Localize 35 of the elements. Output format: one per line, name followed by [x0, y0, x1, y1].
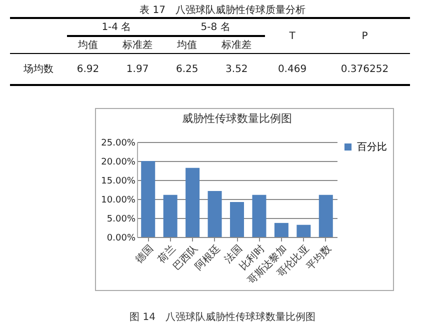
bar	[141, 161, 156, 237]
bar	[230, 202, 244, 237]
bar	[252, 194, 266, 237]
text: 均值	[176, 39, 198, 53]
chart-title: 威胁性传球数量比例图	[182, 112, 292, 125]
text: 场均数	[22, 63, 54, 77]
text: T	[288, 30, 296, 44]
text: 6.92	[76, 62, 100, 76]
text: 表 17 八强球队威胁性传球质量分析	[138, 4, 306, 17]
legend-label: 百分比	[357, 141, 387, 153]
y-tick-label: 5.00%	[106, 214, 136, 224]
text: 3.52	[224, 62, 249, 76]
text: 0.469	[276, 62, 308, 76]
text: 1-4 名	[66, 18, 166, 36]
bar	[163, 194, 178, 237]
text: 标准差	[220, 38, 253, 53]
text: 0.376252	[340, 62, 390, 76]
text: P	[360, 30, 369, 44]
caption: 图 14 八强球队威胁性传球球数量比例图	[128, 310, 316, 324]
y-tick-label: 0.00%	[106, 234, 136, 244]
bar	[208, 191, 222, 237]
y-tick-label: 25.00%	[101, 138, 136, 148]
y-tick-label: 10.00%	[101, 196, 136, 206]
text: 5-8 名	[166, 18, 266, 36]
bar	[274, 222, 288, 237]
y-tick-label: 15.00%	[101, 176, 136, 186]
text: 1.97	[125, 62, 150, 76]
bar	[296, 224, 311, 237]
bar	[318, 194, 333, 237]
text: 6.25	[174, 62, 200, 76]
bar	[186, 168, 200, 237]
x-tick-label: 德国	[134, 244, 156, 266]
text: 均值	[77, 39, 99, 53]
y-tick-label: 20.00%	[101, 158, 136, 168]
text: 标准差	[122, 38, 154, 53]
